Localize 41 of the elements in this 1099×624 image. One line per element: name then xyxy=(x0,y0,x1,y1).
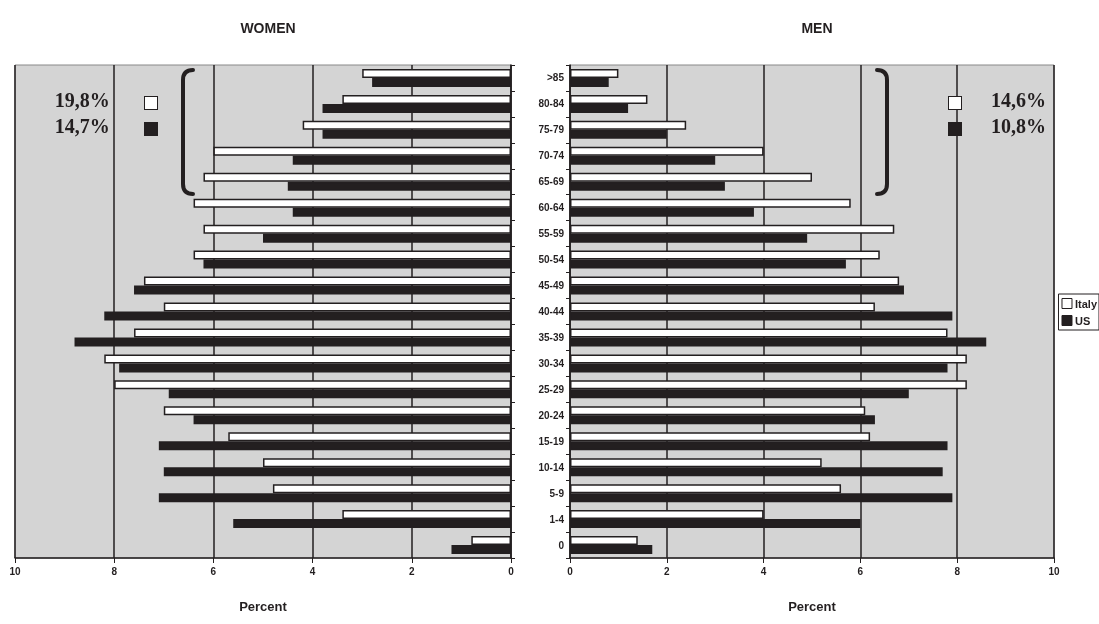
x-tick-label: 6 xyxy=(210,565,217,577)
x-tick-label: 6 xyxy=(857,565,864,577)
y-tick-label: 1-4 xyxy=(549,513,565,525)
y-tick-label: 20-24 xyxy=(538,409,565,421)
y-tick-label: 35-39 xyxy=(538,331,565,343)
y-tick-label: 55-59 xyxy=(538,228,565,240)
y-tick-label: 25-29 xyxy=(538,383,565,395)
y-tick-label: 50-54 xyxy=(538,254,565,266)
x-tick-label: 4 xyxy=(760,565,767,577)
x-tick-label: 2 xyxy=(664,565,671,577)
annotation: 14,6% xyxy=(991,89,1047,111)
legend-label: Italy xyxy=(1074,297,1098,310)
annotation: 14,7% xyxy=(54,115,110,137)
legend-label: US xyxy=(1074,314,1091,327)
y-tick-label: 45-49 xyxy=(538,280,565,292)
x-tick-label: 10 xyxy=(9,565,21,577)
chart-title: MEN xyxy=(801,20,833,36)
x-tick-label: 8 xyxy=(954,565,961,577)
y-tick-label: >85 xyxy=(547,72,565,84)
x-axis-title: Percent xyxy=(788,599,837,614)
x-tick-label: 8 xyxy=(111,565,118,577)
annotation: 19,8% xyxy=(54,89,110,111)
y-tick-label: 10-14 xyxy=(538,461,565,473)
y-tick-label: 80-84 xyxy=(538,98,565,110)
y-tick-label: 60-64 xyxy=(538,202,565,214)
y-tick-label: 70-74 xyxy=(538,150,565,162)
x-tick-label: 2 xyxy=(409,565,416,577)
y-tick-label: 40-44 xyxy=(538,306,565,317)
x-tick-label: 0 xyxy=(567,565,574,577)
x-tick-label: 4 xyxy=(309,565,316,577)
chart-title: WOMEN xyxy=(240,20,296,36)
annotation: 10,8% xyxy=(991,115,1047,137)
x-tick-label: 0 xyxy=(508,565,515,577)
y-tick-label: 5-9 xyxy=(549,487,565,499)
y-tick-label: 75-79 xyxy=(538,124,565,136)
y-tick-label: 0 xyxy=(558,539,565,551)
x-axis-title: Percent xyxy=(239,599,288,614)
y-tick-label: 30-34 xyxy=(538,357,565,369)
y-tick-label: 15-19 xyxy=(538,435,565,447)
x-tick-label: 10 xyxy=(1048,565,1060,577)
y-tick-label: 65-69 xyxy=(538,176,565,188)
